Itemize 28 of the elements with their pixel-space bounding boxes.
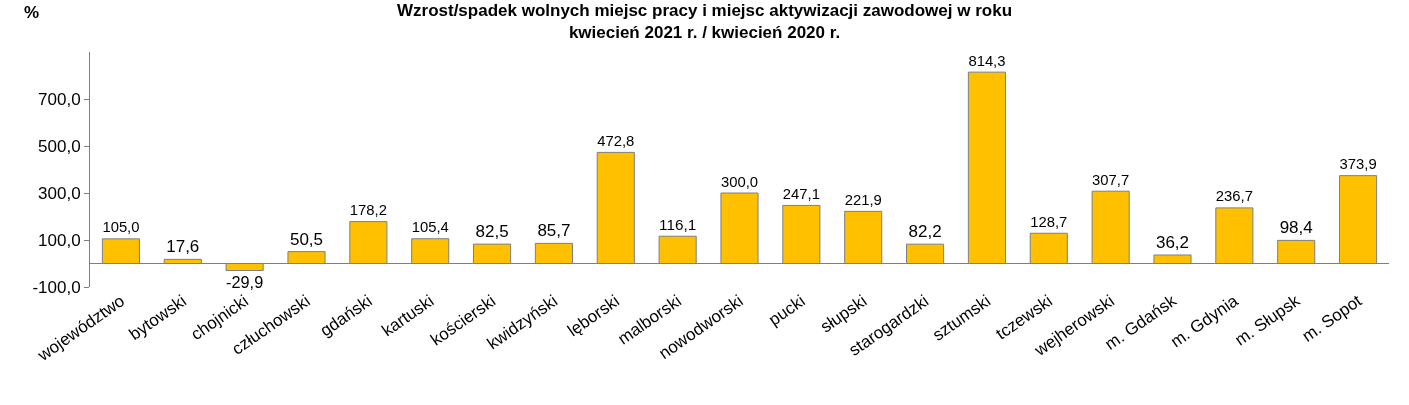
y-tick-label: 500,0 <box>38 136 81 156</box>
data-label: 116,1 <box>659 215 697 233</box>
data-label: 82,2 <box>908 222 942 242</box>
y-tick-label: 300,0 <box>38 183 81 203</box>
data-label: 36,2 <box>1155 232 1190 252</box>
y-tick-label: -100,0 <box>32 277 81 297</box>
data-label: 85,7 <box>537 221 571 241</box>
data-label: 300,0 <box>720 173 759 190</box>
data-label: 178,2 <box>349 202 387 219</box>
y-axis-title: % <box>24 3 40 22</box>
data-label: 814,3 <box>968 52 1006 69</box>
data-label: 105,4 <box>411 219 449 236</box>
data-label: 82,5 <box>475 222 509 242</box>
data-label: 221,9 <box>844 191 882 208</box>
data-label: 128,7 <box>1030 213 1068 230</box>
data-label: 236,7 <box>1215 188 1253 205</box>
data-label: -29,9 <box>226 272 264 291</box>
y-tick-label: 100,0 <box>38 230 81 250</box>
data-label: 98,4 <box>1279 218 1313 238</box>
data-label: 105,0 <box>102 219 140 236</box>
data-label: 50,5 <box>289 229 324 249</box>
y-tick-label: 700,0 <box>38 89 81 109</box>
data-label: 307,7 <box>1092 171 1130 188</box>
data-label: 472,8 <box>597 132 635 149</box>
chart-title: Wzrost/spadek wolnych miejsc pracy i miejsc aktywizacji zawodowej w roku kwiecień 2021 r. / kwiecień 2020 r. <box>396 1 1013 43</box>
data-label: 373,9 <box>1339 156 1377 173</box>
data-label: 17,6 <box>166 237 200 257</box>
data-label: 247,1 <box>782 185 820 202</box>
